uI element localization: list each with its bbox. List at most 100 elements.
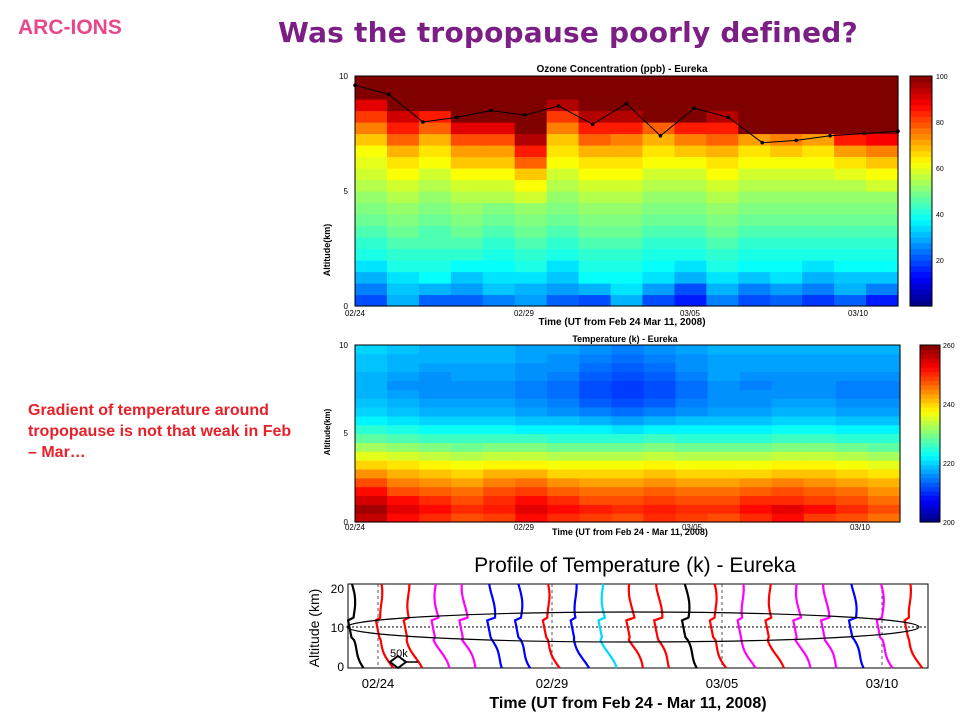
temperature-cell <box>547 486 581 497</box>
ozone-colorbar-segment <box>910 81 932 89</box>
ozone-colorbar-segment <box>910 242 932 250</box>
ozone-cell <box>482 168 516 181</box>
temperature-cell <box>771 442 805 452</box>
temperature-colorbar-segment <box>920 362 940 368</box>
ozone-cell <box>610 87 644 100</box>
temperature-cell <box>547 389 581 399</box>
temperature-colorbar-segment <box>920 468 940 474</box>
temperature-colorbar-segment <box>920 375 940 381</box>
ozone-cell <box>738 179 771 192</box>
ozone-cell <box>834 122 867 135</box>
ozone-cell <box>482 271 516 284</box>
temperature-cell <box>771 345 805 355</box>
ozone-cell <box>418 283 452 296</box>
temperature-colorbar-segment <box>920 491 940 497</box>
temperature-cell <box>387 486 420 497</box>
temperature-profile-line <box>708 583 727 669</box>
temperature-colorbar-segment <box>920 504 940 510</box>
temperature-colorbar-segment <box>920 499 940 505</box>
ozone-cell <box>610 248 644 261</box>
ozone-cell <box>770 122 803 135</box>
temperature-cell <box>803 451 837 461</box>
temperature-cell <box>739 451 773 461</box>
temperature-cell <box>867 398 901 408</box>
ozone-cell <box>482 225 516 238</box>
profile-chart-title: Profile of Temperature (k) - Eureka <box>474 554 796 577</box>
temperature-cell <box>355 433 388 443</box>
ozone-cell <box>802 179 835 192</box>
temperature-cell <box>867 345 901 355</box>
temperature-cell <box>643 353 677 364</box>
ozone-cell <box>514 260 548 273</box>
ozone-cell <box>355 110 388 123</box>
ozone-colorbar-segment <box>910 214 932 221</box>
temperature-cell <box>515 398 548 408</box>
ozone-cell <box>450 237 484 250</box>
ozone-cell <box>546 294 580 307</box>
ozone-cell <box>802 202 835 215</box>
temperature-cell <box>739 424 773 435</box>
ozone-colorbar-segment <box>910 300 932 307</box>
temperature-cell <box>547 380 581 390</box>
temperature-colorbar-segment <box>920 384 940 390</box>
temperature-cell <box>643 398 677 408</box>
temperature-colorbar-segment <box>920 429 940 435</box>
ozone-cell <box>418 271 452 284</box>
ozone-cell <box>642 214 676 227</box>
temperature-cell <box>835 468 869 479</box>
ozone-cell <box>355 225 388 238</box>
temperature-cell <box>835 362 869 373</box>
ozone-cell <box>355 260 388 273</box>
temperature-chart: Temperature (k) - Eureka Altitude(km) 10… <box>323 334 955 537</box>
temperature-cell <box>771 362 805 373</box>
temperature-cell <box>707 415 741 426</box>
temperature-cell <box>771 380 805 390</box>
ozone-cell <box>355 248 388 261</box>
temperature-cell <box>867 513 901 523</box>
temperature-cell <box>579 424 613 435</box>
temperature-cell <box>611 477 645 488</box>
ozone-cell <box>418 156 452 169</box>
ozone-cell <box>674 260 707 273</box>
tropopause-point <box>421 120 425 124</box>
ozone-cell <box>546 225 580 238</box>
ozone-cell <box>834 191 867 204</box>
temperature-cell <box>483 513 516 523</box>
ozone-cell <box>482 99 516 112</box>
temperature-cell <box>707 362 741 373</box>
temperature-cell <box>419 451 452 461</box>
ozone-cell <box>642 283 676 296</box>
temperature-cell <box>835 406 869 417</box>
ozone-cell <box>450 133 484 146</box>
temperature-cell <box>547 442 581 452</box>
temperature-cell <box>643 415 677 426</box>
ozone-cell <box>546 168 580 181</box>
ozone-cell <box>642 191 676 204</box>
ozone-cell <box>674 156 707 169</box>
ozone-cell <box>642 260 676 273</box>
temperature-cell <box>771 406 805 417</box>
temperature-cell <box>451 406 484 417</box>
temperature-cell <box>355 451 388 461</box>
ozone-colorbar-segment <box>910 99 932 106</box>
ozone-cell <box>386 294 420 307</box>
temperature-cell <box>803 433 837 443</box>
profile-xlabel: Time (UT from Feb 24 - Mar 11, 2008) <box>489 695 766 712</box>
temperature-cell <box>387 415 420 426</box>
tropopause-point <box>828 134 832 138</box>
profile-xtick-0310: 03/10 <box>866 676 899 691</box>
temperature-colorbar-segment <box>920 420 940 426</box>
tropopause-highlight-ellipse <box>346 611 920 643</box>
tropopause-point <box>455 115 459 120</box>
ozone-colorbar-segment <box>910 260 932 267</box>
tropopause-point <box>624 101 629 106</box>
ozone-cell <box>706 122 739 135</box>
temperature-cell <box>579 460 613 470</box>
ozone-cell <box>578 260 612 273</box>
temperature-cell <box>579 486 613 497</box>
ozone-cell <box>642 237 676 250</box>
temperature-profile-line <box>458 583 477 669</box>
ozone-cell <box>610 145 644 158</box>
ozone-cell <box>866 294 899 307</box>
ozone-cell <box>642 168 676 181</box>
